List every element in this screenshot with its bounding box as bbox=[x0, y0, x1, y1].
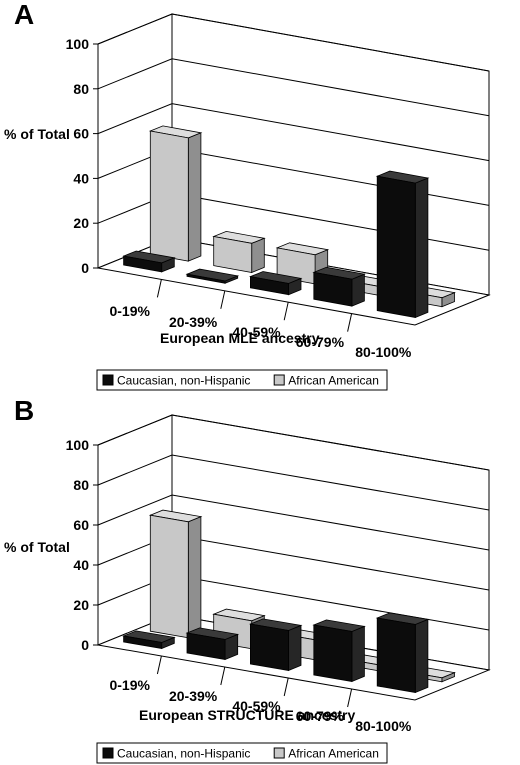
bar-front-face bbox=[376, 175, 416, 318]
bar-side-face bbox=[187, 516, 202, 639]
bar-side-face bbox=[351, 273, 365, 307]
x-tick-label: 20-39% bbox=[169, 314, 218, 330]
bar-front-face bbox=[313, 271, 353, 307]
x-axis-title: European MLE ancestry bbox=[160, 330, 320, 346]
legend-box bbox=[96, 742, 388, 764]
y-tick-label: 60 bbox=[73, 517, 89, 533]
bar-front-face bbox=[313, 624, 353, 682]
bar-side-face bbox=[414, 177, 429, 319]
x-tick-mark bbox=[283, 302, 289, 321]
bar-front-face bbox=[376, 617, 416, 693]
gridline bbox=[97, 103, 490, 162]
bar-side-face bbox=[414, 618, 429, 694]
legend-label: Caucasian, non-Hispanic bbox=[117, 747, 250, 761]
legend-label: African American bbox=[288, 374, 379, 388]
gridline bbox=[97, 494, 490, 551]
panel-letter: B bbox=[14, 395, 34, 426]
legend: Caucasian, non-Hispanic African American bbox=[96, 369, 388, 391]
bar-caucasian bbox=[185, 627, 240, 661]
bar-front-face bbox=[149, 130, 189, 262]
bar-caucasian bbox=[122, 630, 176, 650]
x-tick-mark bbox=[156, 279, 162, 298]
bar-front-face bbox=[276, 247, 316, 285]
gridline bbox=[97, 13, 490, 72]
bar-african-american bbox=[212, 230, 266, 274]
y-tick-label: 20 bbox=[73, 215, 89, 231]
bar-front-face bbox=[249, 276, 289, 296]
y-tick-label: 60 bbox=[73, 126, 89, 142]
legend-swatch bbox=[273, 747, 285, 759]
bar-front-face bbox=[186, 273, 226, 284]
bar-african-american bbox=[148, 125, 203, 262]
bar-front-face bbox=[149, 514, 189, 639]
panel-b: B 0 20 40 60 80 100 % of Total 0-19% 20-39% 40-59%… bbox=[4, 395, 491, 764]
x-tick-label: 0-19% bbox=[109, 303, 150, 319]
bar-front-face bbox=[123, 635, 163, 649]
bar-front-face bbox=[213, 236, 253, 273]
panel-a: A 0 20 40 60 80 100 % of Total 0-19% 20-39% 40-59%… bbox=[4, 0, 491, 391]
y-tick-label: 0 bbox=[81, 260, 89, 276]
bar-side-face bbox=[288, 624, 302, 672]
x-tick-mark bbox=[347, 313, 353, 332]
bar-caucasian bbox=[185, 268, 240, 284]
bar-caucasian bbox=[375, 170, 430, 319]
gridline bbox=[97, 414, 490, 471]
y-tick-label: 40 bbox=[73, 170, 89, 186]
bar-side-face bbox=[251, 237, 265, 274]
bar-caucasian bbox=[312, 266, 366, 307]
x-tick-mark bbox=[156, 655, 162, 675]
bar-front-face bbox=[186, 632, 226, 660]
x-tick-label: 80-100% bbox=[355, 718, 412, 734]
bar-african-american bbox=[275, 242, 330, 285]
legend-label: African American bbox=[288, 747, 379, 761]
panel-letter: A bbox=[14, 0, 34, 30]
bar-caucasian bbox=[375, 612, 430, 694]
x-tick-mark bbox=[220, 666, 226, 686]
bar-side-face bbox=[351, 625, 365, 683]
y-tick-label: 40 bbox=[73, 557, 89, 573]
bar-front-face bbox=[123, 255, 163, 273]
y-axis-label: % of Total bbox=[4, 539, 70, 555]
legend: Caucasian, non-Hispanic African American bbox=[96, 742, 388, 764]
x-tick-label: 60-79% bbox=[296, 708, 345, 724]
y-tick-label: 20 bbox=[73, 597, 89, 613]
bar-caucasian bbox=[248, 271, 303, 296]
x-tick-mark bbox=[347, 688, 353, 708]
y-tick-label: 0 bbox=[81, 637, 89, 653]
x-tick-label: 40-59% bbox=[232, 698, 281, 714]
gridline bbox=[97, 454, 490, 511]
x-tick-label: 20-39% bbox=[169, 688, 218, 704]
bar-front-face bbox=[249, 623, 289, 671]
legend-swatch bbox=[102, 747, 114, 759]
legend-label: Caucasian, non-Hispanic bbox=[117, 374, 250, 388]
bar-caucasian bbox=[122, 250, 176, 273]
bar-side-face bbox=[187, 132, 202, 262]
y-tick-label: 100 bbox=[66, 36, 90, 52]
x-tick-label: 0-19% bbox=[109, 677, 150, 693]
legend-swatch bbox=[273, 374, 285, 386]
y-tick-label: 100 bbox=[66, 437, 90, 453]
gridline bbox=[97, 58, 490, 117]
x-tick-label: 60-79% bbox=[296, 334, 345, 350]
bar-caucasian bbox=[312, 619, 366, 683]
y-axis-label: % of Total bbox=[4, 126, 70, 142]
bar-caucasian bbox=[248, 618, 303, 672]
legend-swatch bbox=[102, 374, 114, 386]
x-tick-label: 40-59% bbox=[232, 324, 281, 340]
x-tick-mark bbox=[220, 290, 226, 309]
y-tick-label: 80 bbox=[73, 81, 89, 97]
x-axis-title: European STRUCTURE ancestry bbox=[139, 707, 355, 723]
legend-box bbox=[96, 369, 388, 391]
bar-african-american bbox=[148, 509, 203, 639]
x-tick-mark bbox=[283, 677, 289, 697]
x-tick-label: 80-100% bbox=[355, 344, 412, 360]
y-tick-label: 80 bbox=[73, 477, 89, 493]
